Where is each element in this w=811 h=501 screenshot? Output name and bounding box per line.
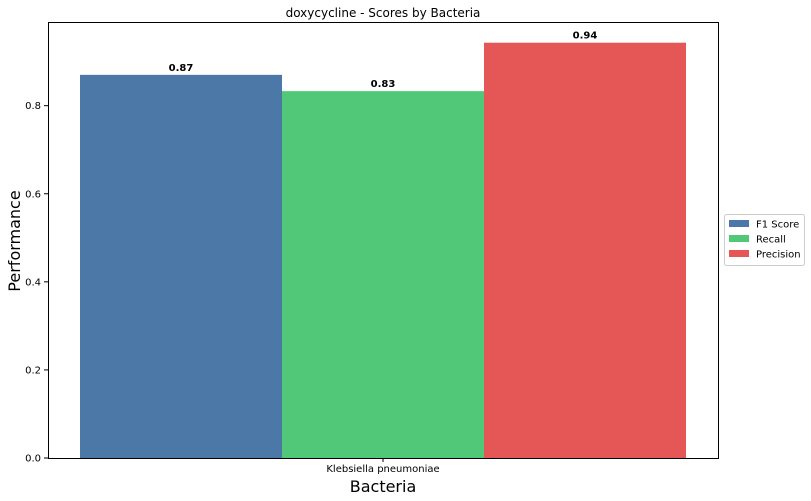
chart-title: doxycycline - Scores by Bacteria <box>286 6 481 20</box>
y-axis: 0.0 0.2 0.4 0.6 0.8 <box>25 101 48 465</box>
bar-value-label-precision: 0.94 <box>573 31 598 42</box>
bar-labels-group: 0.87 0.83 0.94 <box>169 31 598 90</box>
x-axis-title: Bacteria <box>350 477 417 496</box>
legend-swatch-f1-score <box>729 220 749 227</box>
legend-swatch-precision <box>729 250 749 257</box>
legend-label-precision: Precision <box>756 250 801 261</box>
y-tick-label: 0.6 <box>25 189 41 200</box>
bar-value-label-recall: 0.83 <box>371 79 396 90</box>
bar-recall <box>282 91 484 458</box>
bars-group <box>80 42 686 459</box>
bar-f1-score <box>80 74 282 459</box>
legend-label-recall: Recall <box>756 235 786 246</box>
legend-label-f1-score: F1 Score <box>756 220 799 231</box>
legend-swatch-recall <box>729 235 749 242</box>
y-axis-title: Performance <box>5 190 24 291</box>
x-tick-label: Klebsiella pneumoniae <box>326 464 439 475</box>
y-tick-label: 0.0 <box>25 454 41 465</box>
legend: F1 Score Recall Precision <box>724 214 805 266</box>
bar-value-label-f1-score: 0.87 <box>169 63 194 74</box>
y-tick-label: 0.8 <box>25 101 41 112</box>
bar-precision <box>484 42 686 459</box>
y-tick-label: 0.4 <box>25 277 41 288</box>
y-tick-label: 0.2 <box>25 365 41 376</box>
x-axis: Klebsiella pneumoniae <box>326 458 440 475</box>
